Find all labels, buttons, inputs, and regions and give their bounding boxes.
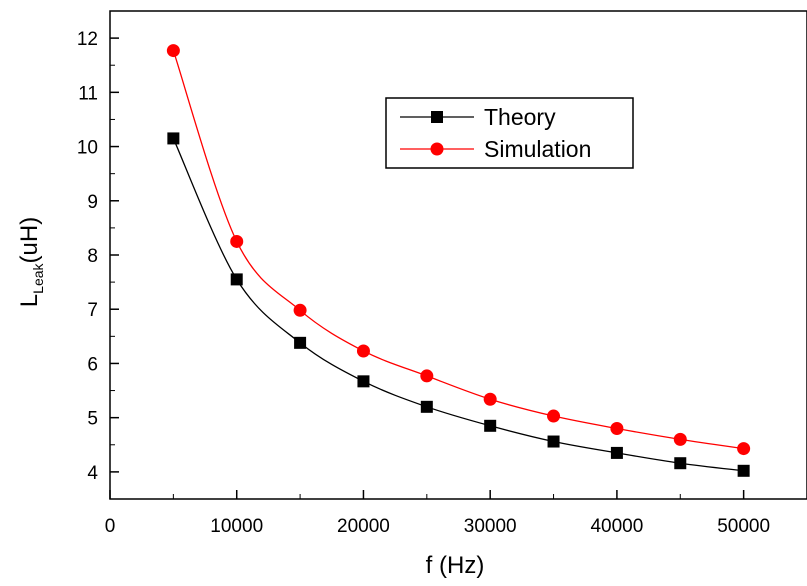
series-theory xyxy=(167,132,750,477)
x-tick-label: 20000 xyxy=(337,516,390,537)
x-tick-label: 40000 xyxy=(590,516,643,537)
y-tick-label: 10 xyxy=(77,138,98,159)
y-tick-label: 6 xyxy=(87,354,98,375)
axes-layer: 4 5 6 7 8 9 10 11 12 0 10000 20000 30000 40000 50000 xyxy=(77,10,807,537)
y-tick-label: 8 xyxy=(87,246,98,267)
legend: Theory Simulation xyxy=(385,97,634,169)
data-point-theory xyxy=(674,457,687,470)
legend-label-simulation: Simulation xyxy=(484,136,591,162)
data-point-simulation xyxy=(547,409,561,423)
x-tick-label: 10000 xyxy=(210,516,263,537)
y-axis-label: LLeak(uH) xyxy=(16,217,46,307)
data-point-theory xyxy=(484,419,497,432)
y-tick-label: 5 xyxy=(87,409,98,430)
data-point-theory xyxy=(230,273,243,286)
data-point-simulation xyxy=(356,344,370,358)
plot-frame xyxy=(109,10,807,500)
y-axis-label-suffix: (uH) xyxy=(16,217,43,264)
legend-label-theory: Theory xyxy=(484,104,556,130)
data-point-simulation xyxy=(293,303,307,317)
y-tick-label: 9 xyxy=(87,192,98,213)
legend-box xyxy=(385,97,634,169)
legend-marker-simulation xyxy=(430,142,444,156)
legend-marker-theory xyxy=(431,111,443,123)
data-point-theory xyxy=(547,435,560,448)
data-point-simulation xyxy=(483,392,497,406)
series-layer xyxy=(166,44,751,477)
y-tick-label: 7 xyxy=(87,300,98,321)
data-point-simulation xyxy=(166,44,180,58)
x-tick-label: 0 xyxy=(105,516,116,537)
data-point-theory xyxy=(737,464,750,477)
data-point-theory xyxy=(420,400,433,413)
data-point-theory xyxy=(294,336,307,349)
data-point-simulation xyxy=(230,234,244,248)
x-tick-label: 30000 xyxy=(464,516,517,537)
data-point-theory xyxy=(167,132,180,145)
y-tick-label: 11 xyxy=(78,83,98,104)
data-point-simulation xyxy=(673,432,687,446)
x-tick-label: 50000 xyxy=(717,516,770,537)
y-tick-label: 4 xyxy=(87,463,98,484)
y-axis-label-subscript: Leak xyxy=(30,262,46,293)
series-line-theory xyxy=(172,138,744,472)
data-point-theory xyxy=(357,375,370,388)
data-point-simulation xyxy=(737,442,751,456)
data-point-simulation xyxy=(610,422,624,436)
series-simulation xyxy=(166,44,751,456)
y-tick-label: 12 xyxy=(77,29,98,50)
data-point-theory xyxy=(610,446,623,459)
data-point-simulation xyxy=(420,369,434,383)
y-axis-label-main: L xyxy=(16,294,43,307)
x-axis-label: f (Hz) xyxy=(426,552,485,579)
